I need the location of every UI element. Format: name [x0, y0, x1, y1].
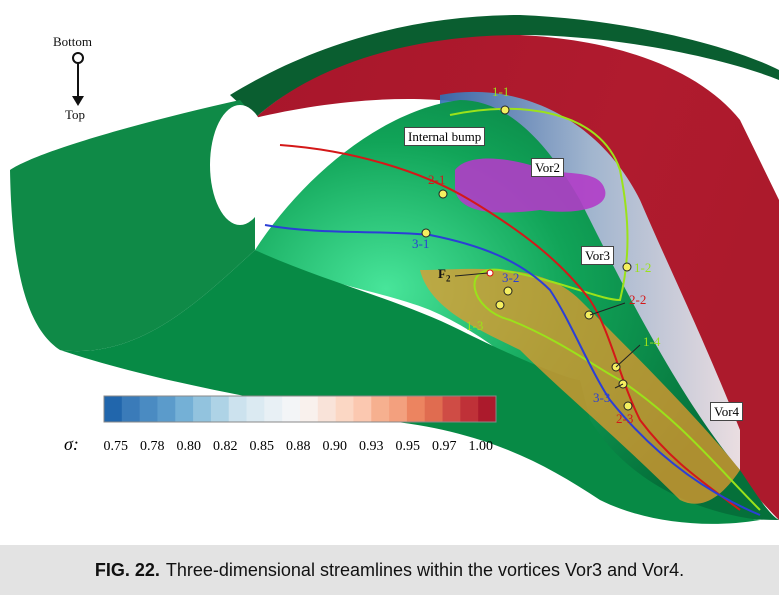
streamline-3 — [264, 224, 761, 516]
colorbar-tick-label: 0.82 — [213, 439, 238, 454]
colorbar-cell — [353, 396, 372, 422]
point-1-3 — [495, 300, 505, 310]
orientation-bottom-label: Bottom — [53, 34, 93, 49]
orientation-top-label: Top — [65, 107, 86, 122]
label-1-3: 1-3 — [466, 318, 484, 333]
colorbar-cell — [228, 396, 248, 422]
colorbar-tick-label: 0.88 — [286, 439, 311, 454]
caption-text: Three-dimensional streamlines within the… — [165, 559, 685, 580]
label-3-1: 3-1 — [412, 236, 430, 251]
orientation-arrow-icon — [72, 96, 84, 106]
top-surface-edge — [230, 15, 779, 118]
colorbar-cell — [335, 396, 354, 422]
vor2-label: Vor2 — [531, 158, 565, 177]
colorbar-cell — [175, 396, 194, 422]
label-1-2: 1-2 — [634, 260, 652, 275]
colorbar-tick-label: 0.80 — [176, 439, 202, 454]
colorbar-tick-label: 0.95 — [395, 439, 421, 454]
colorbar-tick-label: 0.93 — [359, 439, 384, 454]
label-3-3: 3-3 — [593, 390, 611, 405]
point-2-1 — [438, 189, 448, 199]
colorbar-cell — [264, 396, 283, 422]
colorbar — [103, 395, 497, 423]
label-1-1: 1-1 — [492, 84, 510, 99]
colorbar-cell — [371, 396, 390, 422]
inlet-duct — [10, 100, 255, 352]
colorbar-cell — [246, 396, 265, 422]
label-2-3: 2-3 — [616, 411, 634, 426]
colorbar-labels: σ: 0.75 0.78 0.80 0.82 0.85 0.88 0.90 0.93 0.95 0… — [64, 434, 505, 455]
figure-caption: FIG. 22. Three-dimensional streamlines w… — [0, 545, 779, 595]
point-2-2 — [584, 310, 594, 320]
colorbar-cell — [139, 396, 158, 422]
colorbar-tick-label: 0.78 — [140, 439, 165, 454]
inlet-opening — [210, 105, 270, 225]
point-3-1 — [421, 228, 431, 238]
colorbar-cell — [121, 396, 141, 422]
label-2-2: 2-2 — [629, 292, 647, 307]
colorbar-tick-label: 0.85 — [249, 439, 275, 454]
lower-surface — [60, 250, 760, 524]
label-2-1: 2-1 — [428, 172, 446, 187]
outer-wall-red — [255, 34, 779, 521]
figure-3d-streamlines — [10, 15, 779, 524]
colorbar-cell — [460, 396, 479, 422]
point-1-1 — [500, 105, 510, 115]
colorbar-cell — [317, 396, 337, 422]
orientation-origin — [72, 52, 84, 64]
f2-letter: F — [438, 266, 446, 281]
vor2-isosurface — [455, 158, 606, 213]
colorbar-cell — [282, 396, 301, 422]
colorbar-tick-label: 0.90 — [322, 439, 348, 454]
streamline-points — [421, 105, 633, 411]
colorbar-cell — [300, 396, 319, 422]
label-1-4: 1-4 — [643, 334, 661, 349]
colorbar-cell — [389, 396, 408, 422]
colorbar-outline — [103, 395, 497, 423]
colorbar-tick-label: 0.97 — [432, 439, 457, 454]
f2-subscript: 2 — [445, 273, 451, 284]
colorbar-cell — [478, 396, 497, 422]
f2-label: F2 — [438, 266, 450, 284]
caption-label: FIG. 22. — [94, 559, 160, 580]
point-3-2 — [503, 286, 513, 296]
colorbar-cell — [193, 396, 212, 422]
colorbar-cell — [424, 396, 444, 422]
vor3-label: Vor3 — [581, 246, 615, 265]
sigma-symbol: σ: — [64, 434, 79, 454]
point-2-3 — [623, 401, 633, 411]
colorbar-cell — [104, 396, 123, 422]
vor4-label: Vor4 — [710, 402, 744, 421]
streamline-2 — [279, 144, 741, 511]
colorbar-tick-label: 1.00 — [468, 439, 494, 454]
colorbar-cell — [157, 396, 176, 422]
colorbar-cell — [442, 396, 461, 422]
colorbar-tick-label: 0.75 — [103, 439, 129, 454]
colorbar-cell — [210, 396, 230, 422]
colorbar-cell — [406, 396, 426, 422]
label-3-2: 3-2 — [502, 270, 520, 285]
point-1-2 — [622, 262, 632, 272]
internal-bump-label: Internal bump — [404, 127, 486, 146]
